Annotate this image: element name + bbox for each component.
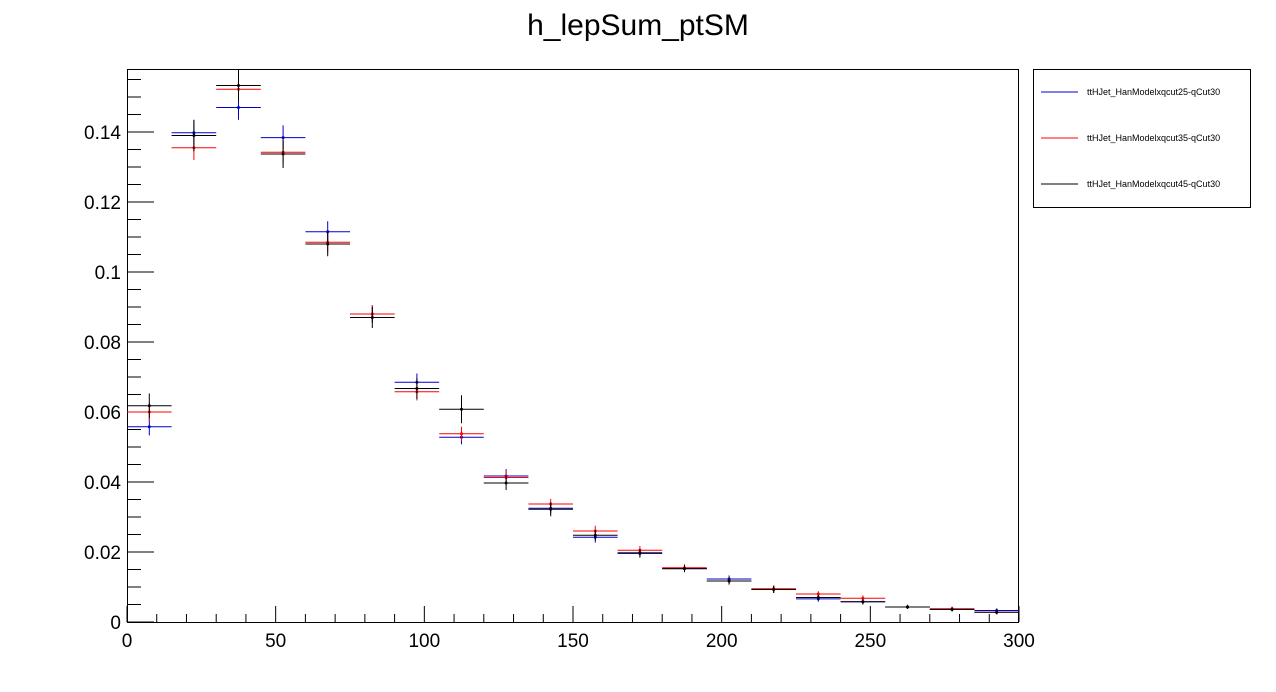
data-point — [683, 567, 686, 571]
y-tick-label: 0.04 — [84, 473, 121, 494]
data-point — [816, 596, 820, 599]
chart-title: h_lepSum_ptSM — [527, 9, 749, 42]
data-point — [727, 579, 731, 583]
data-point — [281, 152, 285, 156]
data-point — [816, 592, 820, 596]
legend-label: ttHJet_HanModelxqcut45-qCut30 — [1087, 179, 1220, 189]
data-point — [861, 600, 865, 604]
legend: ttHJet_HanModelxqcut25-qCut30 ttHJet_HanM… — [1033, 69, 1251, 208]
x-tick-label: 0 — [122, 631, 133, 652]
data-point — [370, 316, 374, 319]
y-tick-label: 0.14 — [84, 123, 121, 144]
data-point — [326, 242, 330, 246]
series-3 — [127, 69, 1019, 615]
y-tick-labels: 0 0.02 0.04 0.06 0.08 0.1 0.12 0.14 — [84, 123, 121, 634]
data-point — [460, 407, 463, 411]
x-tick-label: 200 — [706, 631, 738, 652]
legend-label: ttHJet_HanModelxqcut35-qCut30 — [1087, 133, 1220, 143]
x-tick-labels: 0 50 100 150 200 250 300 — [122, 631, 1035, 652]
x-tick-label: 300 — [1003, 631, 1035, 652]
data-point — [147, 404, 151, 408]
y-tick-label: 0.1 — [95, 263, 121, 284]
plot-frame — [127, 69, 1019, 623]
data-point — [237, 83, 240, 87]
x-tick-label: 150 — [557, 631, 589, 652]
legend-label: ttHJet_HanModelxqcut25-qCut30 — [1087, 87, 1220, 97]
y-tick-label: 0.08 — [84, 333, 121, 354]
data-point — [549, 507, 553, 511]
data-point — [192, 134, 196, 137]
x-tick-label: 100 — [408, 631, 440, 652]
data-point — [460, 432, 463, 436]
data-point — [504, 481, 508, 485]
data-point — [861, 596, 865, 600]
series-2 — [127, 77, 1019, 615]
y-tick-label: 0.12 — [84, 193, 121, 214]
y-tick-label: 0.06 — [84, 403, 121, 424]
data-point — [638, 551, 642, 555]
data-point — [147, 425, 151, 429]
data-point — [281, 136, 285, 140]
data-point — [415, 387, 419, 391]
data-point — [906, 605, 909, 609]
series-layer — [127, 69, 1019, 615]
x-tick-label: 250 — [854, 631, 886, 652]
data-point — [772, 587, 776, 591]
data-point — [593, 533, 597, 537]
x-tick-label: 50 — [265, 631, 286, 652]
y-tick-label: 0.02 — [84, 543, 121, 564]
data-point — [237, 106, 240, 109]
data-point — [950, 607, 954, 611]
legend-entries: ttHJet_HanModelxqcut25-qCut30 ttHJet_HanM… — [1041, 87, 1220, 189]
axis-ticks — [126, 79, 1020, 623]
data-point — [995, 610, 999, 614]
y-tick-label: 0 — [110, 613, 121, 634]
